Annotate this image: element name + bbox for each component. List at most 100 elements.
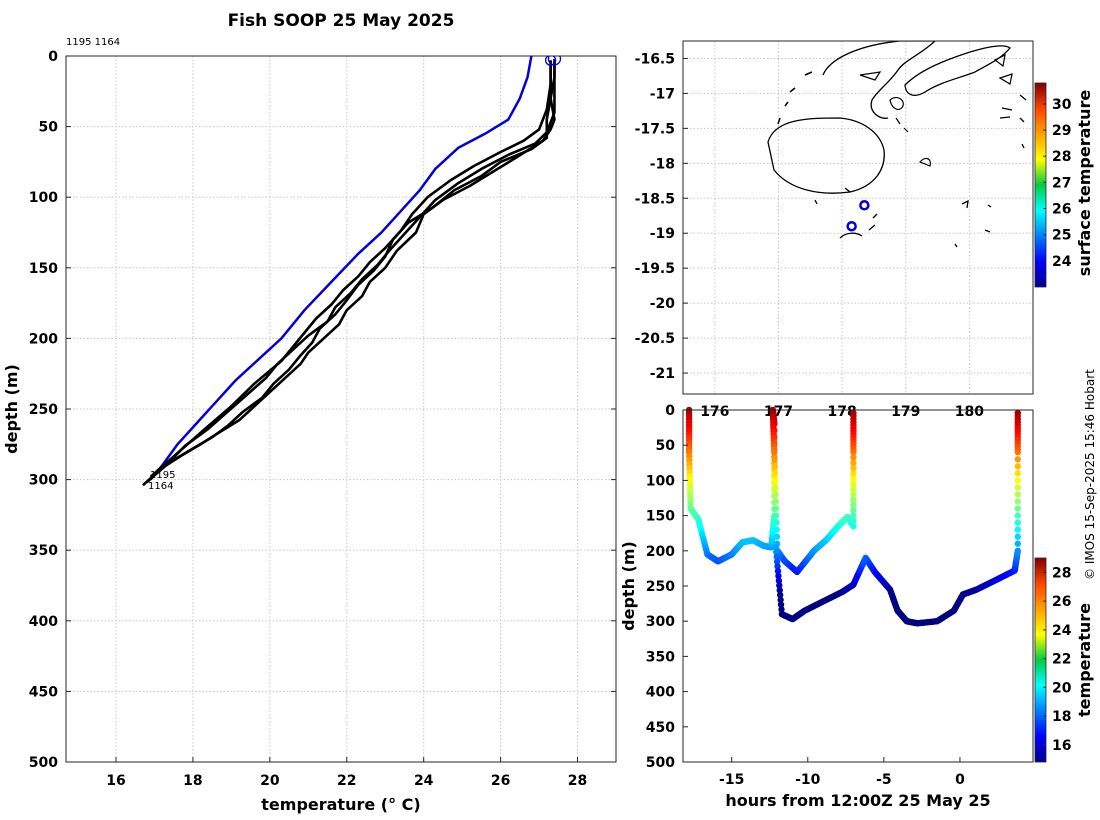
- track-point: [771, 477, 779, 484]
- cb2-tick-label-0: 16: [1052, 738, 1071, 754]
- track-point: [776, 587, 783, 594]
- track-point: [1014, 505, 1021, 512]
- c-ytick-label-2: 100: [646, 473, 675, 489]
- track-point: [850, 496, 857, 503]
- track-point: [772, 498, 780, 505]
- a-ytick-label-5: 250: [29, 402, 58, 418]
- a-ytick-label-3: 150: [29, 261, 58, 277]
- track-point: [850, 464, 857, 472]
- c-ytick-label-9: 450: [646, 720, 675, 736]
- track-point: [1014, 519, 1021, 526]
- track-point: [771, 456, 778, 463]
- track-point: [773, 533, 781, 540]
- track-point: [771, 449, 778, 456]
- track-point: [850, 459, 857, 466]
- track-point: [1014, 456, 1021, 463]
- cb1-tick-label-2: 26: [1052, 202, 1071, 218]
- track-point: [775, 572, 782, 580]
- c-ytick-label-10: 500: [646, 755, 675, 771]
- track-point: [850, 409, 857, 417]
- a-ytick-label-10: 500: [29, 755, 58, 771]
- c-ytick-label-1: 50: [656, 438, 676, 454]
- track-point: [774, 567, 782, 575]
- track-point: [850, 512, 857, 519]
- track-point: [1014, 409, 1021, 417]
- c-xtick-label-2: -5: [876, 772, 892, 788]
- track-point: [1014, 512, 1021, 519]
- profile-line-1: [142, 60, 552, 487]
- c-ytick-label-5: 250: [646, 579, 675, 595]
- a-xtick-label-0: 16: [106, 773, 125, 789]
- cb2-tick-label-1: 18: [1052, 709, 1071, 725]
- bottom-annotation-1: 1195: [150, 470, 175, 481]
- track-point: [773, 553, 780, 561]
- credit: © IMOS 15-Sep-2025 15:46 Hobart: [1083, 369, 1097, 580]
- track-point: [774, 563, 781, 570]
- a-ytick-label-2: 100: [29, 190, 58, 206]
- panel-a-xlabel: temperature (° C): [261, 795, 420, 814]
- cb1-tick-label-6: 30: [1052, 97, 1072, 113]
- a-xtick-label-1: 18: [183, 773, 202, 789]
- track-point: [772, 491, 779, 498]
- map-colorbar-ticks: 24 25 26 27 28 29 30: [1043, 97, 1072, 270]
- panel-c-ticks: -15 -10 -5 0 0 50 100 150 200 250 300 350 400 450 500: [646, 403, 965, 788]
- m-ytick-label-5: -19: [650, 226, 675, 242]
- cb1-tick-label-0: 24: [1052, 254, 1072, 270]
- m-xtick-label-0: 176: [700, 404, 729, 420]
- map-colorbar-label: surface temperature: [1075, 90, 1094, 277]
- a-ytick-label-9: 450: [29, 684, 58, 700]
- m-xtick-label-2: 178: [827, 404, 856, 420]
- profile-start-marker-1: [544, 56, 557, 66]
- c-xtick-label-0: -15: [719, 772, 744, 788]
- track-point: [850, 517, 857, 525]
- c-xtick-label-1: -10: [795, 772, 821, 788]
- c-ytick-label-0: 0: [665, 403, 675, 419]
- panel-c-ylabel: depth (m): [619, 541, 638, 631]
- m-ytick-label-2: -17.5: [635, 121, 675, 137]
- track-point: [773, 512, 780, 519]
- track-point: [771, 470, 779, 477]
- m-ytick-label-1: -17: [650, 86, 675, 102]
- a-xtick-label-6: 28: [568, 773, 587, 789]
- a-ytick-label-7: 350: [29, 543, 58, 559]
- track-point: [850, 501, 857, 509]
- cb2-tick-label-6: 28: [1052, 565, 1071, 581]
- c-ytick-label-8: 400: [646, 685, 675, 701]
- a-ytick-label-4: 200: [29, 331, 58, 347]
- panel-a-ticks: 16 18 20 22 24 26 28 0 50 100 150 200 250 300 350 400 45…: [29, 49, 616, 789]
- map-axes: [682, 40, 1034, 395]
- track-point: [850, 491, 857, 498]
- track-point: [773, 548, 780, 556]
- cb1-tick-label-5: 29: [1052, 123, 1071, 139]
- track-point: [850, 522, 857, 530]
- map-grid: [683, 41, 1033, 394]
- cb2-tick-label-4: 24: [1052, 623, 1072, 639]
- cb2-tick-label-2: 20: [1052, 680, 1072, 696]
- track-point: [1014, 540, 1021, 547]
- m-xtick-label-4: 180: [955, 404, 984, 420]
- track-point: [1014, 470, 1021, 477]
- c-ytick-label-6: 300: [646, 614, 675, 630]
- profile-line-2: [153, 61, 556, 475]
- track-point: [1014, 484, 1021, 491]
- m-ytick-label-4: -18.5: [635, 191, 675, 207]
- c-xtick-label-3: 0: [955, 772, 965, 788]
- climatology-line: [149, 56, 533, 481]
- profile-line-3: [149, 63, 552, 478]
- panel-a-grid: [66, 55, 616, 763]
- panel-a-plot: [142, 56, 562, 487]
- track-point: [1014, 463, 1021, 470]
- a-xtick-label-2: 20: [260, 773, 280, 789]
- cb1-tick-label-3: 27: [1052, 175, 1071, 191]
- m-ytick-label-9: -21: [650, 366, 675, 382]
- track-point: [775, 577, 783, 584]
- cb1-tick-label-4: 28: [1052, 149, 1071, 165]
- track-point: [850, 480, 857, 488]
- m-ytick-label-3: -18: [650, 156, 675, 172]
- track-point: [778, 606, 785, 613]
- m-xtick-label-1: 177: [764, 404, 793, 420]
- track-point: [773, 558, 781, 565]
- panel-c-colorbar: [1034, 557, 1047, 763]
- track-point: [850, 507, 857, 514]
